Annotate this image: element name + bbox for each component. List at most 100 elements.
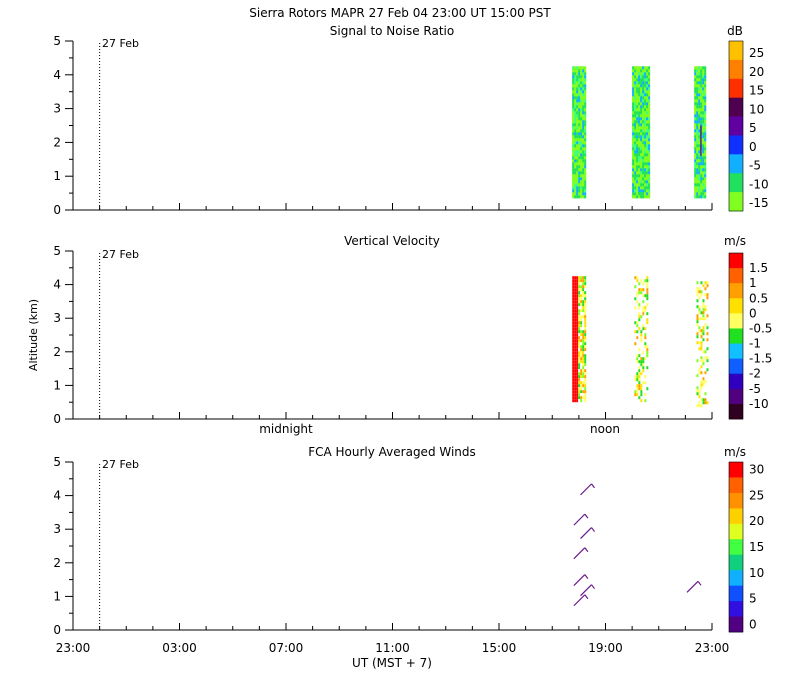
data-cell <box>648 168 651 172</box>
data-cell <box>640 291 643 295</box>
data-cell <box>576 345 579 349</box>
data-cell <box>700 380 703 384</box>
data-cell <box>634 186 637 190</box>
data-cell <box>704 75 707 79</box>
data-cell <box>582 186 585 190</box>
data-cell <box>706 362 709 366</box>
data-cell <box>584 396 587 400</box>
data-cell <box>578 390 581 394</box>
data-cell <box>648 138 651 142</box>
data-cell <box>576 90 579 94</box>
data-cell <box>638 66 641 70</box>
data-cell <box>648 153 651 157</box>
data-cell <box>640 72 643 76</box>
data-cell <box>574 282 577 286</box>
data-cell <box>576 87 579 91</box>
data-cell <box>634 147 637 151</box>
data-cell <box>640 279 643 283</box>
data-cell <box>638 336 641 340</box>
data-cell <box>698 401 701 405</box>
data-cell <box>700 317 703 321</box>
colorbar-swatch <box>729 283 743 299</box>
data-cell <box>640 189 643 193</box>
data-cell <box>580 75 583 79</box>
data-cell <box>638 363 641 367</box>
data-cell <box>572 150 575 154</box>
data-cell <box>694 168 697 172</box>
data-cell <box>694 141 697 145</box>
colorbar-tick-label: 5 <box>749 121 757 135</box>
data-cell <box>640 153 643 157</box>
data-cell <box>644 69 647 73</box>
data-cell <box>582 348 585 352</box>
data-cell <box>700 84 703 88</box>
data-cell <box>640 360 643 364</box>
data-cell <box>580 132 583 136</box>
data-cell <box>580 381 583 385</box>
data-cell <box>704 380 707 384</box>
data-cell <box>700 174 703 178</box>
data-cell <box>636 276 639 280</box>
data-cell <box>704 129 707 133</box>
data-cell <box>648 162 651 166</box>
data-cell <box>698 144 701 148</box>
data-cell <box>640 105 643 109</box>
data-cell <box>584 135 587 139</box>
data-cell <box>648 126 651 130</box>
data-cell <box>642 87 645 91</box>
data-cell <box>644 141 647 145</box>
data-cell <box>696 377 699 381</box>
data-cell <box>574 108 577 112</box>
data-cell <box>698 174 701 178</box>
data-cell <box>700 165 703 169</box>
data-cell <box>698 186 701 190</box>
data-cell <box>634 159 637 163</box>
data-cell <box>584 171 587 175</box>
data-cell <box>648 174 651 178</box>
data-cell <box>644 309 647 313</box>
data-cell <box>648 141 651 145</box>
data-cell <box>702 398 705 402</box>
data-cell <box>574 180 577 184</box>
data-cell <box>576 360 579 364</box>
data-cell <box>700 99 703 103</box>
data-cell <box>580 399 583 403</box>
data-cell <box>640 96 643 100</box>
data-cell <box>696 168 699 172</box>
data-cell <box>704 69 707 73</box>
data-cell <box>574 90 577 94</box>
data-cell <box>704 150 707 154</box>
data-cell <box>572 132 575 136</box>
data-cell <box>574 78 577 82</box>
data-cell <box>574 378 577 382</box>
data-cell <box>636 393 639 397</box>
data-cell <box>578 150 581 154</box>
data-cell <box>584 138 587 142</box>
data-cell <box>632 111 635 115</box>
data-cell <box>582 159 585 163</box>
data-cell <box>580 81 583 85</box>
data-cell <box>700 66 703 70</box>
data-cell <box>696 156 699 160</box>
data-cell <box>704 165 707 169</box>
data-cell <box>646 81 649 85</box>
data-cell <box>582 168 585 172</box>
data-cell <box>572 327 575 331</box>
data-cell <box>634 114 637 118</box>
data-cell <box>700 359 703 363</box>
data-cell <box>584 177 587 181</box>
data-cell <box>578 306 581 310</box>
data-cell <box>638 111 641 115</box>
data-cell <box>642 183 645 187</box>
data-cell <box>700 329 703 333</box>
data-cell <box>580 165 583 169</box>
data-cell <box>584 144 587 148</box>
data-cell <box>702 87 705 91</box>
data-cell <box>576 366 579 370</box>
data-cell <box>580 312 583 316</box>
data-cell <box>578 69 581 73</box>
data-cell <box>578 282 581 286</box>
data-cell <box>702 141 705 145</box>
data-cell <box>696 290 699 294</box>
data-cell <box>646 276 649 280</box>
